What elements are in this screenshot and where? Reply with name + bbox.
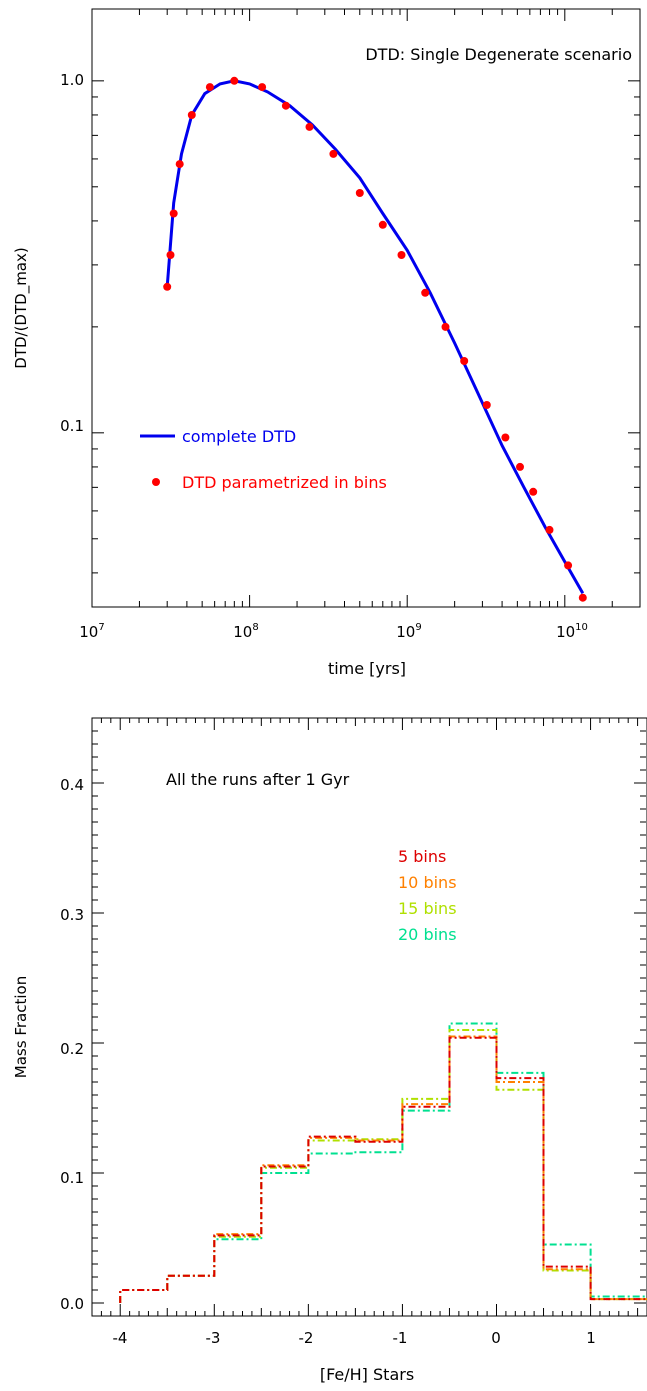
dtd-series-points: [163, 76, 587, 602]
dtd-y-tick-label-1: 1.0: [60, 71, 84, 89]
dtd-data-point: [564, 561, 573, 570]
dtd-title: DTD: Single Degenerate scenario: [365, 45, 632, 64]
dtd-data-point: [441, 322, 450, 331]
mdf-x-axis-label: [Fe/H] Stars: [320, 1365, 414, 1384]
mdf-y-tick-label-0.4: 0.4: [60, 776, 84, 794]
mdf-series-15-bins: [119, 1029, 647, 1303]
mdf-x-tick-label-minus2: -2: [299, 1329, 314, 1347]
mdf-series-5-bins: [119, 1036, 647, 1303]
dtd-data-point: [281, 101, 290, 110]
dtd-data-point: [529, 487, 538, 496]
dtd-x-axis-label: time [yrs]: [328, 659, 406, 678]
mdf-series-10-bins: [119, 1035, 647, 1303]
dtd-data-point: [482, 401, 491, 409]
dtd-y-tick-label-0.1: 0.1: [60, 417, 84, 435]
mdf-title: All the runs after 1 Gyr: [166, 770, 350, 789]
mdf-x-tick-label-0: 0: [491, 1329, 501, 1347]
dtd-data-point: [501, 433, 510, 442]
dtd-panel: DTD: Single Degenerate scenario 1.0 0.1 …: [12, 8, 641, 678]
dtd-legend-label-bins: DTD parametrized in bins: [182, 473, 387, 492]
mdf-x-tick-label-minus4: -4: [113, 1329, 128, 1347]
dtd-axis-ticks: [91, 9, 641, 607]
dtd-data-point: [421, 288, 430, 297]
mdf-y-axis-label: Mass Fraction: [12, 976, 30, 1078]
mdf-y-tick-label-0.2: 0.2: [60, 1040, 84, 1058]
mdf-series-20-bins: [119, 1022, 647, 1303]
dtd-legend-point-swatch: [152, 478, 160, 486]
dtd-data-point: [166, 251, 175, 259]
mdf-axis-ticks: [91, 717, 647, 1316]
dtd-data-point: [205, 83, 214, 92]
dtd-data-point: [163, 282, 172, 291]
dtd-x-tick-label-1e7: 107: [79, 622, 104, 641]
dtd-series-line-complete: [165, 79, 585, 595]
mdf-y-tick-label-0.0: 0.0: [60, 1295, 84, 1313]
dtd-data-point: [460, 357, 469, 365]
dtd-data-point: [230, 76, 239, 85]
mdf-legend-20-bins: 20 bins: [398, 925, 457, 944]
dtd-data-point: [397, 251, 406, 259]
dtd-x-tick-label-1e10: 1010: [556, 622, 588, 641]
mdf-legend-5-bins: 5 bins: [398, 847, 446, 866]
dtd-data-point: [578, 593, 587, 602]
dtd-data-point: [187, 111, 196, 119]
mdf-x-tick-label-minus1: -1: [393, 1329, 408, 1347]
dtd-plot-frame: [91, 8, 641, 608]
mdf-legend-10-bins: 10 bins: [398, 873, 457, 892]
dtd-data-point: [545, 525, 554, 534]
dtd-data-point: [175, 160, 184, 169]
dtd-data-point: [516, 462, 524, 471]
mdf-x-tick-label-minus3: -3: [206, 1329, 221, 1347]
mdf-plot-frame: [91, 717, 647, 1317]
mdf-series: [119, 1022, 647, 1303]
mdf-x-tick-label-1: 1: [586, 1329, 596, 1347]
dtd-data-point: [329, 149, 338, 158]
dtd-y-axis-label: DTD/(DTD_max): [12, 247, 31, 368]
dtd-x-tick-label-1e9: 109: [396, 622, 421, 641]
mdf-legend-15-bins: 15 bins: [398, 899, 457, 918]
mdf-y-tick-label-0.1: 0.1: [60, 1169, 84, 1187]
dtd-data-point: [305, 122, 314, 131]
mdf-panel: All the runs after 1 Gyr 0.0 0.1 0.2 0.3…: [12, 717, 647, 1384]
dtd-data-point: [169, 209, 178, 218]
dtd-data-point: [355, 189, 364, 197]
dtd-data-point: [258, 83, 267, 92]
dtd-legend-label-complete: complete DTD: [182, 427, 296, 446]
dtd-x-tick-label-1e8: 108: [233, 622, 258, 641]
mdf-y-tick-label-0.3: 0.3: [60, 906, 84, 924]
dtd-data-point: [378, 220, 387, 229]
